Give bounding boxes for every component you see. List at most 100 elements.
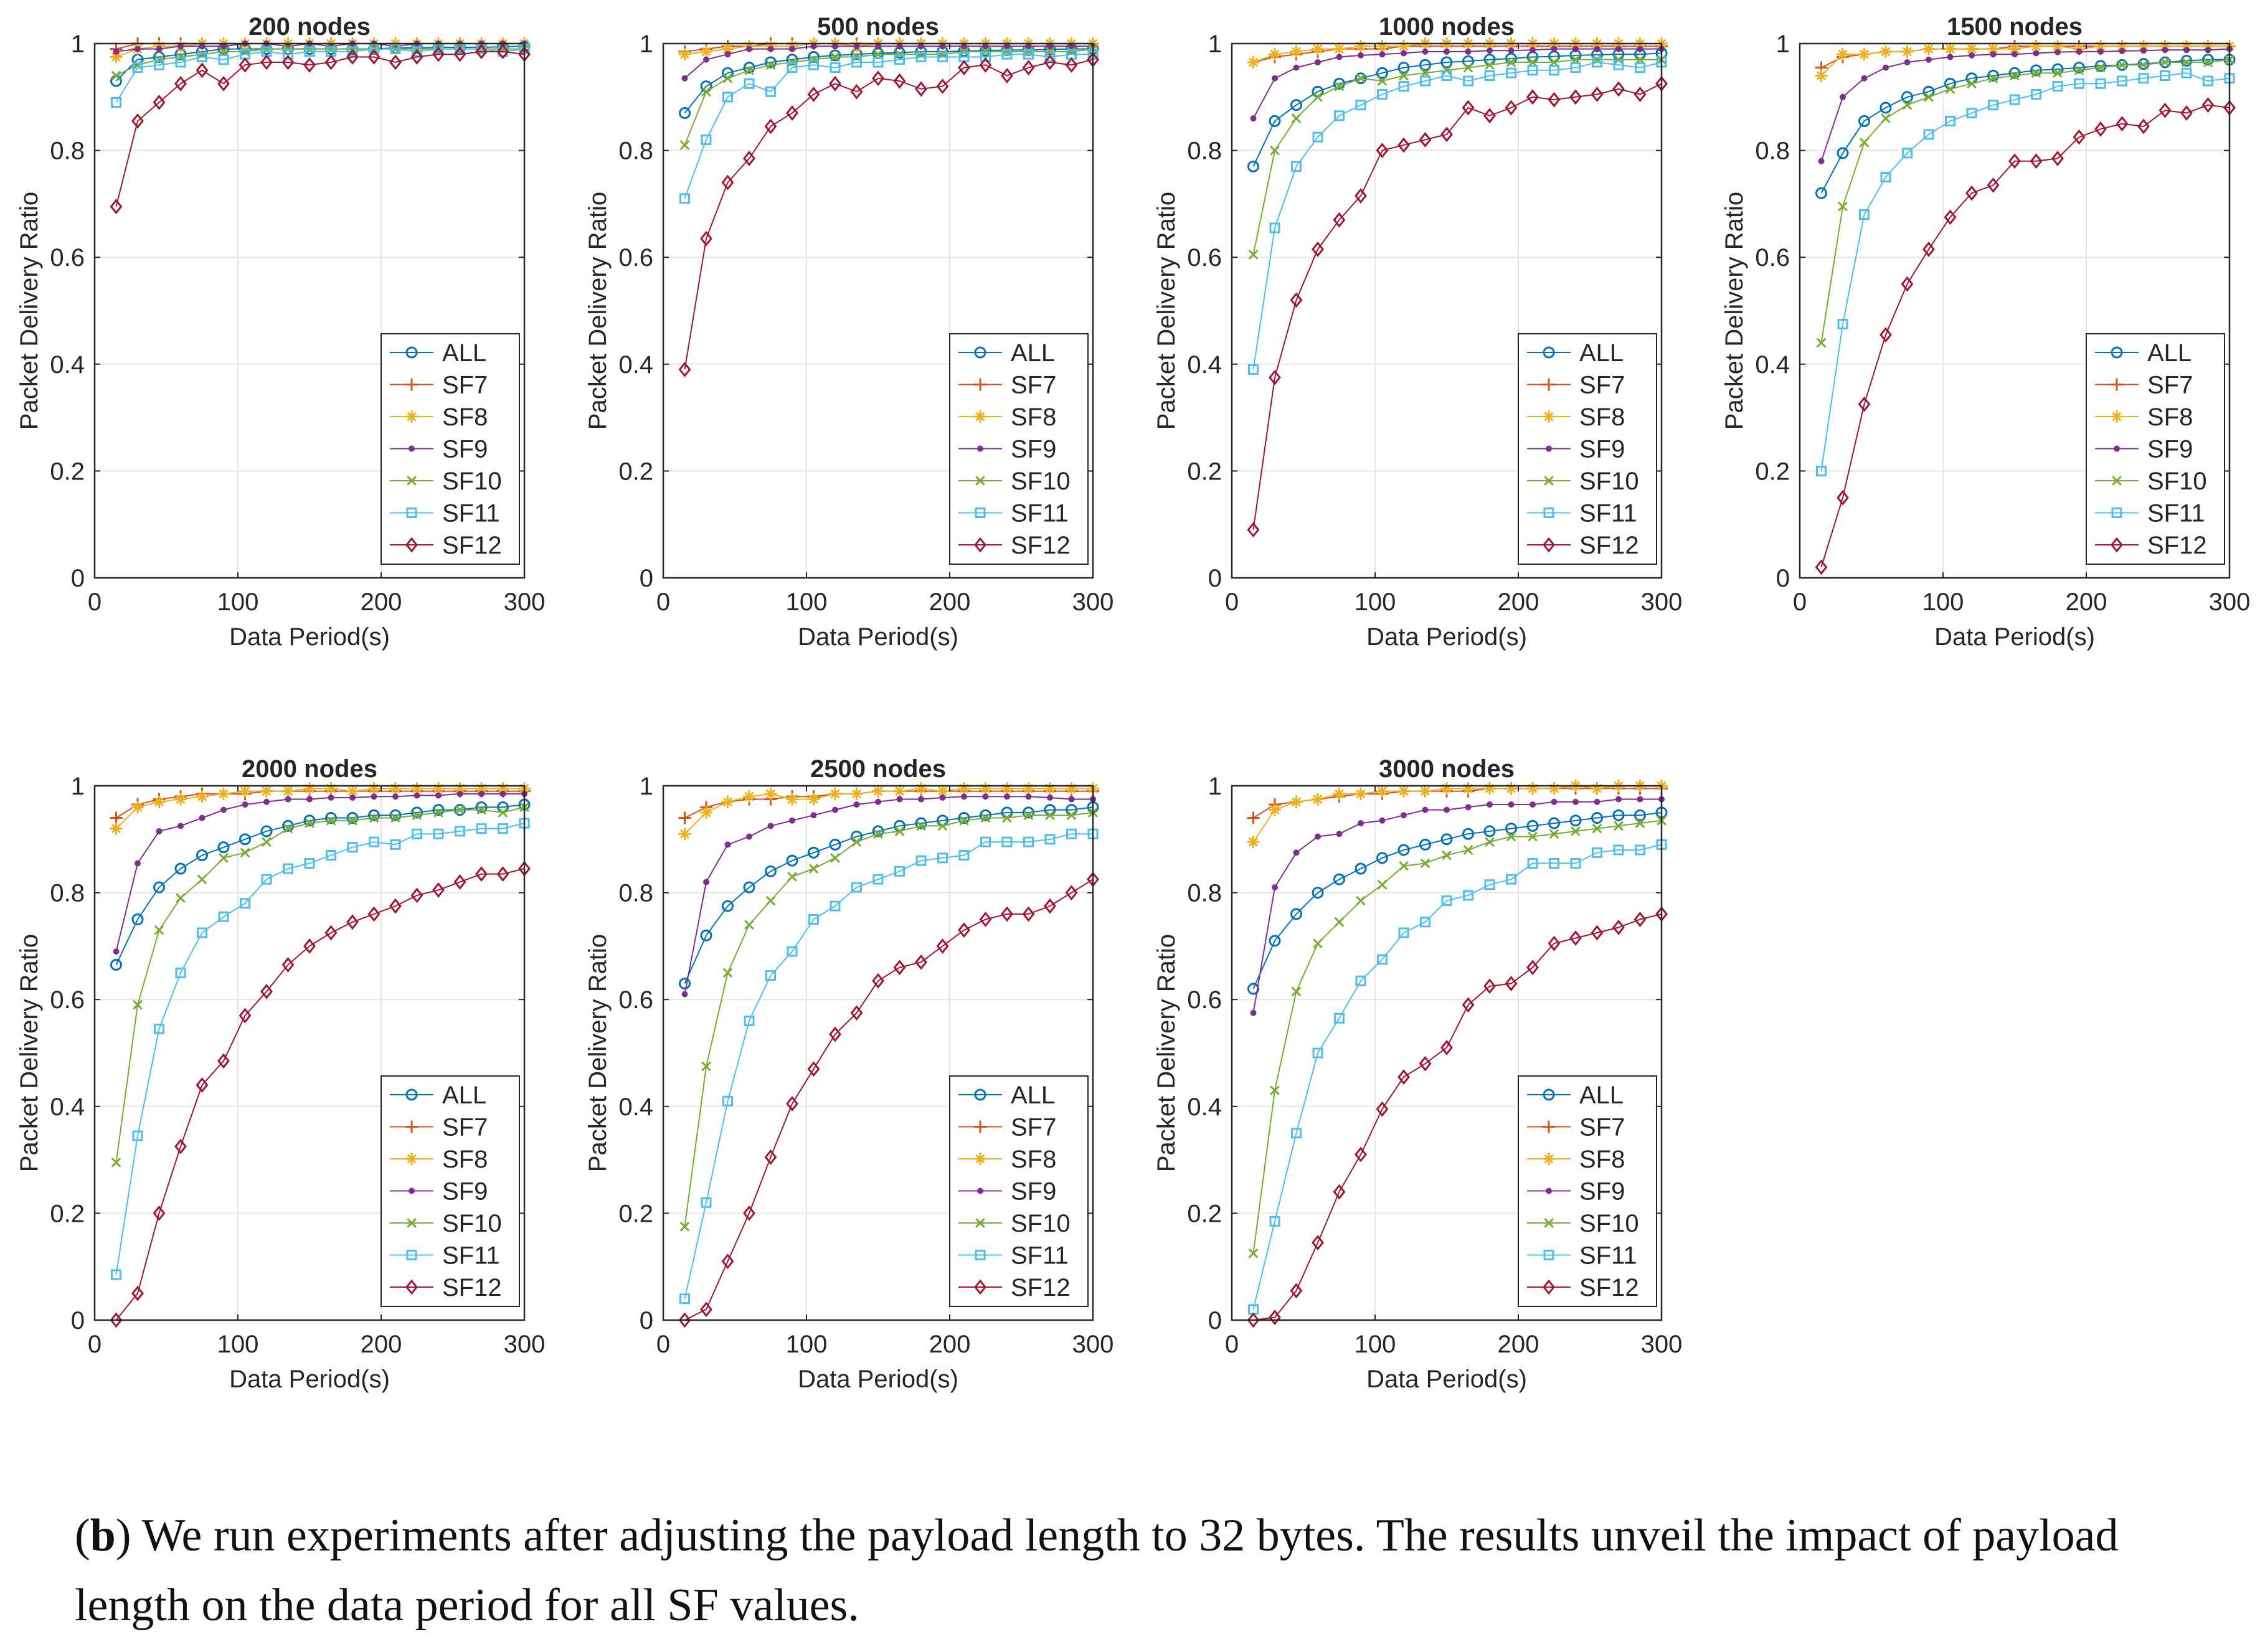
data-point-sf10 bbox=[2031, 68, 2041, 78]
data-point-sf8 bbox=[1483, 782, 1496, 795]
data-point-sf11 bbox=[1613, 59, 1624, 70]
data-point-sf9 bbox=[113, 948, 120, 955]
data-point-sf11 bbox=[1463, 890, 1473, 901]
data-point-sf11 bbox=[1859, 209, 1870, 220]
data-point-sf8 bbox=[1065, 782, 1078, 795]
data-point-sf11 bbox=[937, 51, 948, 62]
data-point-sf10 bbox=[830, 852, 840, 863]
data-point-sf9 bbox=[177, 823, 184, 829]
data-point-sf12 bbox=[153, 94, 166, 110]
data-point-sf8 bbox=[1965, 42, 1978, 55]
series-line-sf12 bbox=[684, 879, 1094, 1321]
legend-marker-sf8 bbox=[405, 410, 418, 423]
y-tick-label: 1 bbox=[1208, 31, 1222, 58]
data-point-sf8 bbox=[2008, 42, 2021, 55]
data-point-sf10 bbox=[2117, 60, 2127, 70]
data-point-sf10 bbox=[722, 73, 733, 83]
legend-marker-sf12 bbox=[2111, 537, 2123, 553]
data-point-sf10 bbox=[283, 823, 293, 834]
legend-marker-sf10 bbox=[975, 1218, 985, 1228]
chart-title: 500 nodes bbox=[817, 13, 939, 40]
legend-label: SF9 bbox=[1579, 436, 1625, 463]
data-point-sf8 bbox=[979, 782, 992, 795]
legend-label: SF11 bbox=[1011, 500, 1069, 527]
data-point-sf9 bbox=[1615, 796, 1622, 803]
data-point-sf10 bbox=[1002, 813, 1012, 823]
legend-marker-sf7 bbox=[974, 378, 986, 391]
data-point-all bbox=[1247, 983, 1259, 995]
data-point-sf8 bbox=[367, 782, 381, 795]
data-point-sf11 bbox=[1044, 51, 1056, 62]
data-point-sf11 bbox=[455, 826, 465, 837]
data-point-sf11 bbox=[1988, 100, 1998, 111]
data-point-all bbox=[1440, 833, 1453, 846]
data-point-sf11 bbox=[1463, 75, 1473, 87]
data-point-all bbox=[1462, 828, 1474, 840]
legend: ALL SF7 SF8 SF9 SF10 SF11 SF12 bbox=[2086, 333, 2225, 565]
legend-marker-all bbox=[405, 346, 418, 359]
data-point-sf12 bbox=[1526, 960, 1539, 976]
legend-marker-sf7 bbox=[405, 378, 418, 391]
data-point-sf12 bbox=[2137, 118, 2150, 135]
legend-marker-sf9 bbox=[977, 1187, 983, 1194]
data-point-sf12 bbox=[1333, 1184, 1346, 1200]
data-point-sf11 bbox=[1902, 148, 1913, 159]
data-point-sf8 bbox=[872, 785, 884, 798]
data-point-sf12 bbox=[324, 54, 338, 70]
legend-marker-sf7 bbox=[2111, 378, 2123, 391]
data-point-sf9 bbox=[767, 45, 774, 52]
legend-label: SF9 bbox=[1011, 436, 1056, 463]
data-point-sf11 bbox=[830, 62, 841, 73]
data-point-all bbox=[1987, 69, 1999, 82]
data-point-sf10 bbox=[830, 52, 840, 62]
data-point-sf8 bbox=[1397, 785, 1410, 798]
data-point-sf8 bbox=[807, 793, 820, 806]
data-point-sf9 bbox=[1594, 45, 1601, 52]
legend-marker-sf10 bbox=[407, 1218, 417, 1228]
data-point-sf9 bbox=[2205, 47, 2211, 54]
y-tick-label: 1 bbox=[1208, 773, 1222, 800]
data-point-sf8 bbox=[1001, 782, 1013, 795]
figure-caption: (b) We run experiments after adjusting t… bbox=[75, 1510, 2119, 1631]
data-point-all bbox=[1440, 56, 1453, 68]
data-point-sf9 bbox=[1272, 75, 1278, 82]
data-point-sf12 bbox=[1044, 54, 1056, 70]
data-point-sf10 bbox=[1356, 895, 1366, 906]
data-point-sf11 bbox=[958, 850, 970, 861]
y-tick-label: 0.8 bbox=[1187, 880, 1222, 907]
data-point-sf9 bbox=[1465, 48, 1472, 55]
data-point-sf12 bbox=[1397, 137, 1410, 153]
data-point-sf11 bbox=[830, 900, 841, 912]
data-point-all bbox=[1483, 825, 1496, 838]
data-point-all bbox=[1290, 908, 1302, 920]
data-point-sf9 bbox=[1508, 801, 1515, 808]
legend-marker-sf11 bbox=[975, 507, 986, 518]
data-point-sf12 bbox=[1591, 925, 1604, 941]
y-tick-label: 0.4 bbox=[1187, 351, 1222, 379]
legend-marker-sf8 bbox=[2111, 410, 2123, 423]
data-point-sf11 bbox=[1334, 110, 1345, 121]
legend-label: SF8 bbox=[442, 1146, 488, 1173]
data-point-sf8 bbox=[850, 787, 863, 800]
data-point-sf11 bbox=[218, 911, 229, 922]
data-point-sf9 bbox=[681, 75, 688, 82]
data-point-all bbox=[1269, 115, 1281, 127]
data-point-sf11 bbox=[1816, 465, 1827, 476]
data-point-all bbox=[368, 809, 380, 821]
data-point-sf12 bbox=[1548, 92, 1561, 108]
data-point-sf10 bbox=[2010, 70, 2020, 81]
legend-marker-sf12 bbox=[974, 1279, 986, 1295]
data-point-sf12 bbox=[678, 361, 691, 377]
data-point-sf10 bbox=[305, 818, 314, 828]
data-point-sf12 bbox=[829, 75, 841, 92]
data-point-sf11 bbox=[2181, 67, 2192, 78]
data-point-sf9 bbox=[2140, 47, 2147, 54]
data-point-sf11 bbox=[1549, 857, 1559, 869]
data-point-sf8 bbox=[1880, 45, 1892, 58]
data-point-sf12 bbox=[1922, 241, 1935, 257]
data-point-sf8 bbox=[1022, 782, 1035, 795]
data-point-sf12 bbox=[1440, 1040, 1453, 1055]
data-point-sf9 bbox=[414, 792, 420, 799]
data-point-sf12 bbox=[1483, 978, 1496, 994]
x-tick-label: 0 bbox=[88, 588, 102, 616]
